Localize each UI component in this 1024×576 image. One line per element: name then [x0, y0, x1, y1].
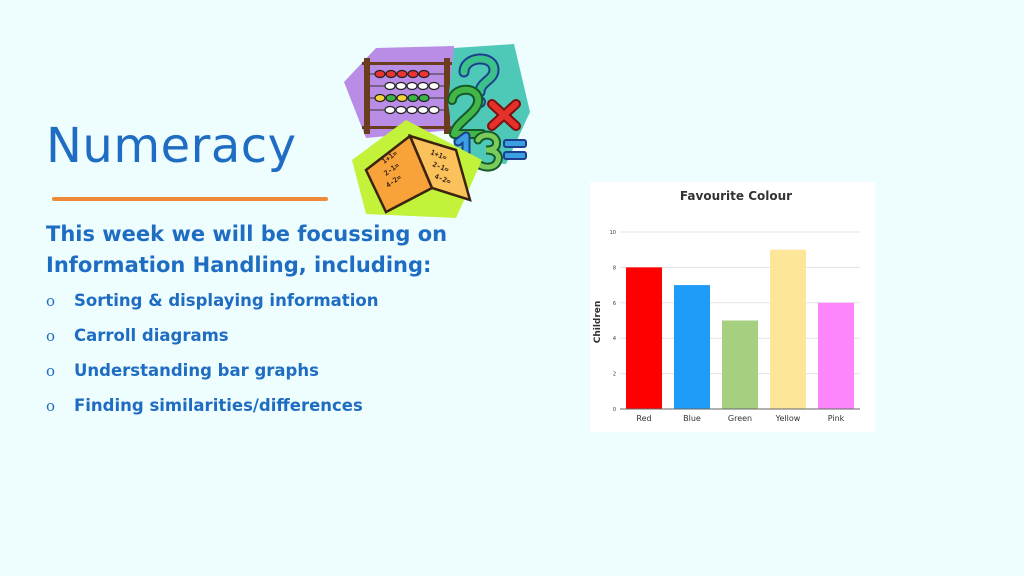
- x-tick-label: Green: [728, 414, 752, 423]
- y-tick-label: 6: [613, 301, 616, 307]
- x-tick-label: Pink: [828, 414, 845, 423]
- purple-shape: [344, 46, 454, 138]
- list-item: o Sorting & displaying information: [46, 283, 378, 318]
- list-item: o Understanding bar graphs: [46, 353, 378, 388]
- list-item-label: Understanding bar graphs: [74, 361, 319, 380]
- x-tick-label: Red: [636, 414, 651, 423]
- page-title: Numeracy: [46, 118, 297, 174]
- bar-chart: Favourite Colour Children 0 2 4 6 8 10 Red Blue…: [593, 189, 860, 423]
- bar-yellow: [770, 249, 806, 409]
- number-2-icon: [447, 84, 487, 139]
- y-axis-label: Children: [593, 301, 603, 344]
- title-underline: [52, 197, 328, 201]
- chart-bars: [626, 249, 854, 409]
- bullet-icon: o: [46, 361, 56, 380]
- list-item-label: Carroll diagrams: [74, 326, 229, 345]
- x-tick-label: Blue: [683, 414, 701, 423]
- y-tick-label: 0: [613, 407, 616, 413]
- y-tick-label: 8: [613, 265, 616, 271]
- topic-list: o Sorting & displaying information o Carro…: [46, 283, 378, 423]
- math-clipart: 1+1= 2-1= 4-2= 1+1= 2-1= 4-2=: [344, 44, 530, 218]
- bullet-icon: o: [46, 291, 56, 310]
- list-item-label: Sorting & displaying information: [74, 291, 379, 310]
- list-item: o Carroll diagrams: [46, 318, 378, 353]
- bullet-icon: o: [46, 396, 56, 415]
- chart-axes: 0 2 4 6 8 10 Red Blue Green Yellow Pink: [610, 230, 860, 423]
- list-item-label: Finding similarities/differences: [74, 396, 363, 415]
- bar-pink: [818, 302, 854, 409]
- y-tick-label: 2: [613, 372, 616, 378]
- bullet-icon: o: [46, 326, 56, 345]
- open-book-icon: 1+1= 2-1= 4-2= 1+1= 2-1= 4-2=: [364, 134, 472, 214]
- intro-text: This week we will be focussing on Inform…: [46, 222, 448, 277]
- bar-chart-card: Favourite Colour Children 0 2 4 6 8 10 Red Blue…: [590, 182, 875, 432]
- y-tick-label: 10: [610, 230, 616, 236]
- bar-blue: [674, 285, 710, 409]
- chart-title: Favourite Colour: [680, 189, 792, 203]
- y-tick-label: 4: [613, 336, 616, 342]
- x-tick-label: Yellow: [775, 414, 801, 423]
- list-item: o Finding similarities/differences: [46, 388, 378, 423]
- equals-icon: [503, 139, 527, 160]
- bar-green: [722, 320, 758, 409]
- bar-red: [626, 267, 662, 409]
- multiply-icon: [487, 99, 521, 131]
